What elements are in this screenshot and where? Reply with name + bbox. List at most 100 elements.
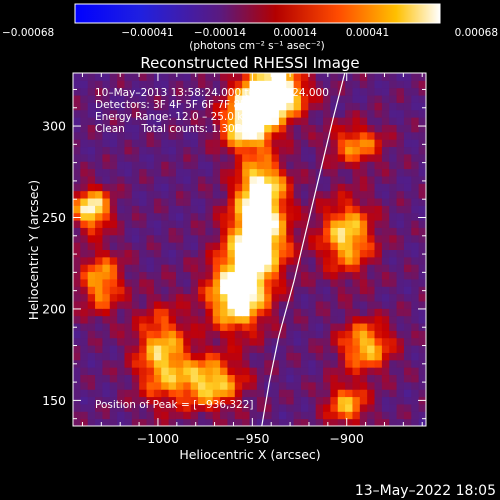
heatmap-cell [337, 95, 346, 103]
heatmap-cell [300, 205, 309, 214]
heatmap-cell [308, 161, 317, 170]
heatmap-cell [286, 264, 295, 273]
heatmap-cell [87, 153, 96, 162]
heatmap-cell [168, 198, 177, 206]
colorbar-tick-label: 0.00014 [273, 27, 317, 39]
heatmap-cell [242, 271, 250, 280]
heatmap-cell [175, 175, 184, 184]
heatmap-cell [264, 389, 273, 398]
heatmap-cell [124, 227, 133, 236]
heatmap-cell [381, 300, 390, 309]
heatmap-cell [256, 124, 265, 133]
heatmap-cell [374, 220, 383, 228]
heatmap-cell [374, 286, 383, 295]
heatmap-cell [315, 198, 324, 206]
heatmap-cell [161, 418, 170, 426]
heatmap-cell [234, 234, 243, 243]
heatmap-cell [146, 315, 155, 324]
heatmap-cell [80, 418, 89, 426]
heatmap-cell [249, 168, 258, 177]
heatmap-cell [139, 330, 148, 339]
heatmap-cell [264, 168, 273, 177]
heatmap-cell [352, 389, 361, 398]
heatmap-cell [220, 256, 228, 265]
heatmap-cell [293, 117, 302, 125]
heatmap-cell [109, 87, 118, 96]
heatmap-cell [367, 109, 376, 118]
heatmap-cell [175, 315, 184, 324]
heatmap-cell [308, 175, 317, 184]
heatmap-cell [345, 183, 353, 192]
heatmap-cell [175, 374, 184, 383]
heatmap-cell [300, 227, 309, 236]
heatmap-cell [80, 95, 89, 103]
heatmap-cell [256, 367, 265, 376]
heatmap-cell [411, 161, 420, 170]
heatmap-cell [242, 102, 250, 111]
heatmap-cell [87, 95, 96, 103]
heatmap-cell [418, 175, 426, 184]
heatmap-cell [264, 256, 273, 265]
heatmap-cell [418, 131, 426, 140]
heatmap-cell [308, 124, 317, 133]
heatmap-cell [109, 131, 118, 140]
colorbar [75, 4, 440, 23]
heatmap-cell [411, 175, 420, 184]
heatmap-cell [175, 345, 184, 353]
heatmap-cell [315, 367, 324, 376]
heatmap-cell [359, 300, 368, 309]
heatmap-cell [175, 278, 184, 287]
heatmap-cell [161, 352, 170, 361]
heatmap-cell [352, 256, 361, 265]
heatmap-cell [367, 234, 376, 243]
heatmap-cell [249, 109, 258, 118]
heatmap-cell [95, 256, 103, 265]
heatmap-cell [198, 131, 206, 140]
heatmap-cell [396, 330, 405, 339]
heatmap-cell [95, 198, 103, 206]
heatmap-cell [153, 359, 162, 368]
heatmap-cell [168, 234, 177, 243]
heatmap-cell [403, 389, 412, 398]
heatmap-cell [381, 220, 390, 228]
heatmap-cell [183, 381, 192, 390]
heatmap-cell [381, 190, 390, 199]
heatmap-cell [80, 153, 89, 162]
heatmap-cell [124, 381, 133, 390]
heatmap-cell [80, 87, 89, 96]
heatmap-cell [403, 220, 412, 228]
heatmap-cell [345, 271, 353, 280]
heatmap-cell [271, 109, 280, 118]
heatmap-cell [249, 381, 258, 390]
heatmap-cell [102, 124, 111, 133]
heatmap-cell [264, 220, 273, 228]
heatmap-cell [293, 175, 302, 184]
heatmap-cell [109, 315, 118, 324]
heatmap-cell [278, 175, 287, 184]
heatmap-cell [124, 124, 133, 133]
heatmap-cell [183, 264, 192, 273]
heatmap-cell [396, 227, 405, 236]
heatmap-cell [117, 359, 125, 368]
heatmap-cell [264, 249, 273, 258]
heatmap-cell [418, 190, 426, 199]
heatmap-cell [315, 293, 324, 302]
heatmap-cell [315, 286, 324, 295]
heatmap-cell [190, 293, 199, 302]
heatmap-cell [131, 220, 140, 228]
heatmap-cell [234, 80, 243, 89]
heatmap-cell [234, 264, 243, 273]
heatmap-cell [117, 227, 125, 236]
heatmap-cell [161, 403, 170, 412]
heatmap-cell [389, 271, 398, 280]
heatmap-cell [300, 315, 309, 324]
heatmap-cell [117, 183, 125, 192]
heatmap-cell [168, 403, 177, 412]
info-line-time: 10–May–2013 13:58:24.000 to 14:04:24.000 [95, 87, 329, 99]
heatmap-cell [300, 264, 309, 273]
heatmap-cell [411, 345, 420, 353]
heatmap-cell [161, 161, 170, 170]
heatmap-cell [109, 220, 118, 228]
heatmap-cell [337, 139, 346, 148]
heatmap-cell [87, 139, 96, 148]
